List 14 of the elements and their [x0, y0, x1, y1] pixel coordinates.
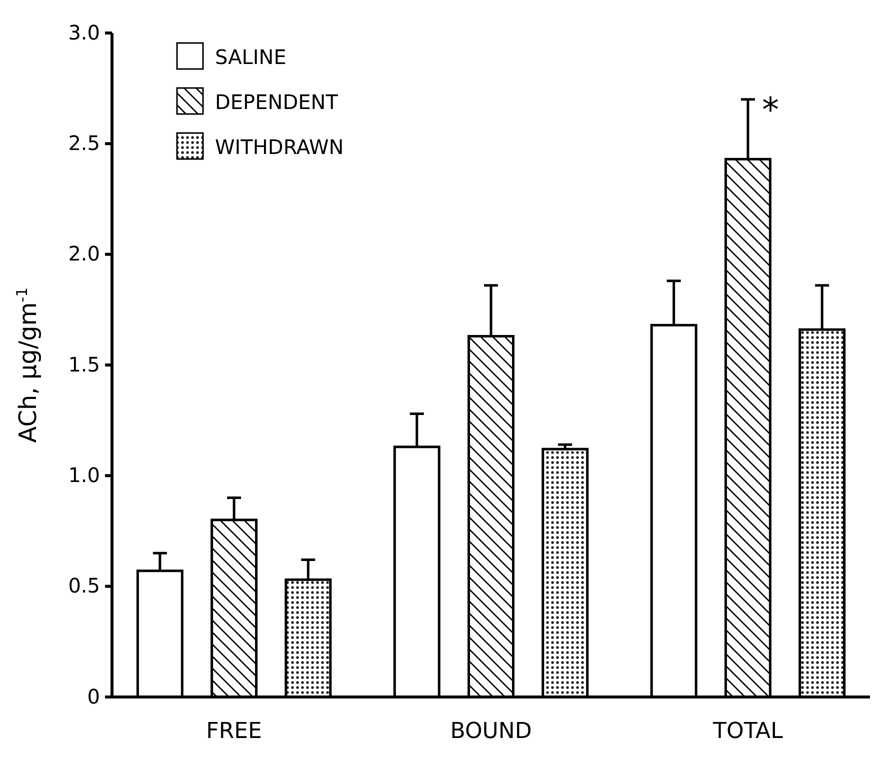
y-tick-label: 0.5 [68, 574, 100, 598]
y-tick-label: 0 [87, 684, 100, 708]
y-tick-label: 2.0 [68, 242, 100, 266]
y-tick-label: 3.0 [68, 20, 100, 44]
legend-label: WITHDRAWN [215, 135, 344, 159]
y-tick-label: 1.5 [68, 352, 100, 376]
x-tick-label: FREE [206, 719, 262, 744]
legend-label: SALINE [215, 45, 286, 69]
annotation: * [762, 90, 779, 130]
x-tick-label: TOTAL [712, 719, 784, 744]
x-tick-label: BOUND [450, 719, 532, 744]
legend-label: DEPENDENT [215, 90, 339, 114]
y-tick-label: 2.5 [68, 131, 100, 156]
y-tick-label: 1.0 [68, 463, 100, 488]
